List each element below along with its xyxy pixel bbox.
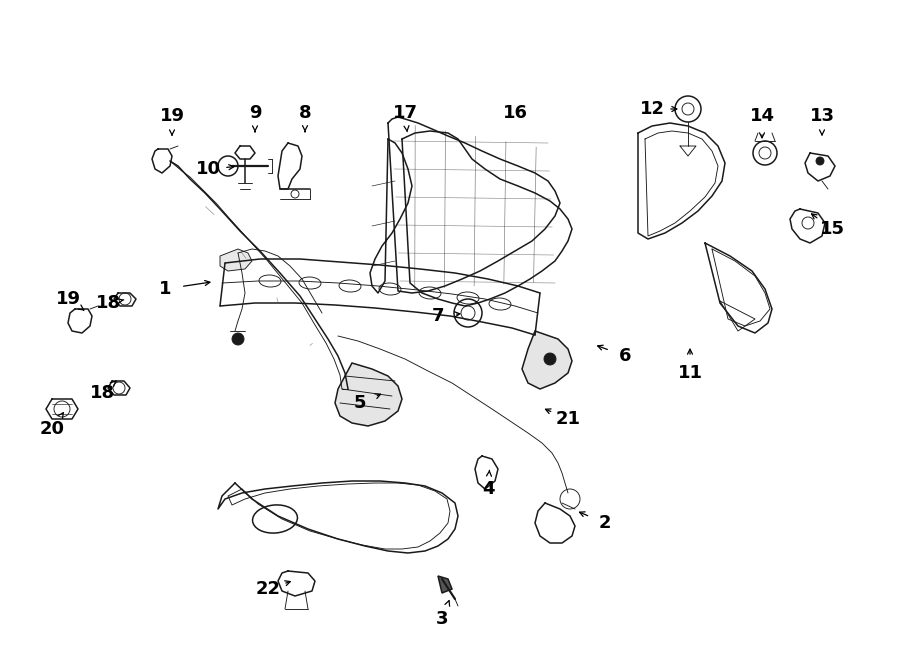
Text: 3: 3 [436,610,448,628]
Text: 8: 8 [299,104,311,122]
Text: 14: 14 [750,107,775,125]
Polygon shape [438,576,452,593]
Text: 20: 20 [40,420,65,438]
Circle shape [232,333,244,345]
Text: 15: 15 [820,220,844,238]
Text: 18: 18 [95,294,121,312]
Text: 6: 6 [619,347,631,365]
Text: 9: 9 [248,104,261,122]
Text: 10: 10 [195,160,220,178]
Text: 16: 16 [502,104,527,122]
Polygon shape [335,363,402,426]
Text: 13: 13 [809,107,834,125]
Text: 22: 22 [256,580,281,598]
Polygon shape [220,249,252,271]
Text: 12: 12 [640,100,664,118]
Text: 2: 2 [598,514,611,532]
Circle shape [544,353,556,365]
Polygon shape [522,331,572,389]
Text: 17: 17 [392,104,418,122]
Circle shape [816,157,824,165]
Text: 19: 19 [56,290,80,308]
Text: 5: 5 [354,394,366,412]
Text: 1: 1 [158,280,171,298]
Text: 18: 18 [89,384,114,402]
Text: 4: 4 [482,480,494,498]
Text: 11: 11 [678,364,703,382]
Text: 21: 21 [555,410,580,428]
Text: 19: 19 [159,107,184,125]
Text: 7: 7 [432,307,445,325]
